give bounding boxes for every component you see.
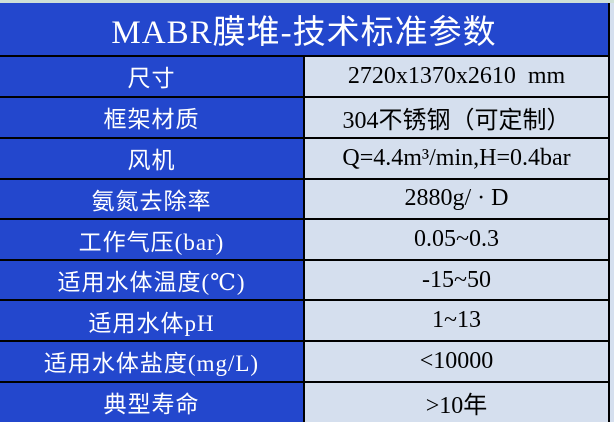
spec-label: 氨氮去除率 (0, 179, 305, 219)
spec-value: Q=4.4m³/min,H=0.4bar (305, 139, 608, 178)
spec-label: 风机 (0, 139, 305, 178)
spec-label: 工作气压(bar) (0, 220, 305, 259)
table-row: 适用水体pH 1~13 (0, 301, 608, 342)
spec-label: 典型寿命 (0, 382, 305, 422)
spec-value: 304不锈钢（可定制） (305, 97, 608, 138)
spec-value: 1~13 (305, 301, 608, 340)
spec-value: -15~50 (305, 260, 608, 300)
spec-label: 适用水体温度(℃) (0, 260, 305, 300)
table-row: 适用水体盐度(mg/L) <10000 (0, 341, 608, 383)
table-row: 氨氮去除率 2880g/ · D (0, 179, 608, 221)
table-row: 尺寸 2720x1370x2610 mm (0, 57, 608, 98)
spec-value: 0.05~0.3 (305, 220, 608, 259)
spec-value: 2720x1370x2610 mm (305, 57, 608, 96)
table-row: 适用水体温度(℃) -15~50 (0, 260, 608, 302)
spec-label: 尺寸 (0, 57, 305, 96)
table-row: 典型寿命 >10年 (0, 382, 608, 422)
spec-label: 适用水体pH (0, 301, 305, 340)
table-row: 框架材质 304不锈钢（可定制） (0, 97, 608, 140)
table-row: 风机 Q=4.4m³/min,H=0.4bar (0, 139, 608, 180)
spec-value: 2880g/ · D (305, 179, 608, 219)
spec-value: <10000 (305, 341, 608, 381)
table-title: MABR膜堆-技术标准参数 (0, 3, 608, 57)
top-margin-strip (0, 0, 614, 3)
table-row: 工作气压(bar) 0.05~0.3 (0, 220, 608, 261)
spec-value: >10年 (305, 382, 608, 422)
spec-table: MABR膜堆-技术标准参数 尺寸 2720x1370x2610 mm 框架材质 … (0, 3, 610, 422)
spec-label: 框架材质 (0, 97, 305, 138)
spec-label: 适用水体盐度(mg/L) (0, 341, 305, 381)
